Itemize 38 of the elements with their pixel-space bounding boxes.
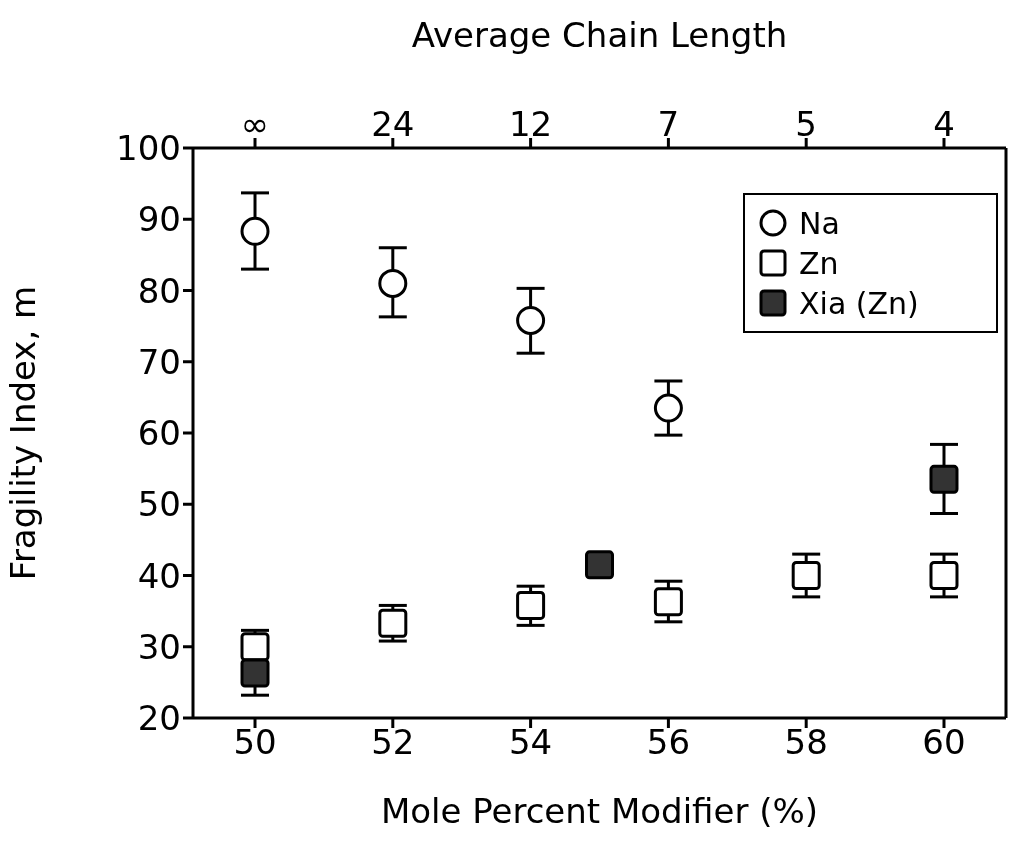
y-tick-label: 40 [137, 555, 181, 596]
y-axis-title: Fragility Index, m [3, 285, 44, 581]
point [516, 305, 546, 335]
text: 7 [657, 104, 680, 144]
point [516, 590, 546, 620]
x2-axis-title: Average Chain Length [411, 15, 788, 56]
point [929, 464, 959, 494]
x-tick-label: 60 [922, 722, 966, 763]
x-axis-title: Mole Percent Modifier (%) [380, 791, 819, 831]
point [653, 587, 683, 617]
point [653, 393, 683, 423]
text: 4 [933, 104, 955, 144]
y-tick-label: 20 [137, 698, 181, 739]
x-tick-label: 54 [508, 722, 553, 763]
y-tick-label: 30 [137, 626, 181, 667]
x-tick-label: 58 [784, 722, 828, 763]
point [240, 216, 270, 246]
y-tick-label: 70 [137, 341, 181, 382]
x-tick-label: 52 [371, 722, 415, 763]
point [378, 268, 408, 298]
text: ∞ [240, 104, 270, 144]
y-tick-label: 80 [137, 270, 181, 311]
text: 12 [508, 104, 553, 144]
point [791, 561, 821, 590]
text: 24 [371, 104, 415, 144]
point [585, 550, 614, 580]
text: 5 [795, 104, 818, 144]
y-tick-label: 60 [137, 413, 181, 454]
point [929, 561, 959, 590]
legend-label: Zn [799, 245, 839, 281]
legend-label: Xia (Zn) [799, 285, 919, 321]
y-tick-label: 50 [137, 484, 181, 525]
x-tick-label: 56 [646, 722, 691, 763]
y-tick-label: 100 [116, 128, 181, 169]
y-tick-label: 90 [137, 199, 181, 240]
x-tick-label: 50 [233, 722, 277, 763]
legend-label: Na [799, 205, 840, 241]
point [240, 658, 270, 688]
